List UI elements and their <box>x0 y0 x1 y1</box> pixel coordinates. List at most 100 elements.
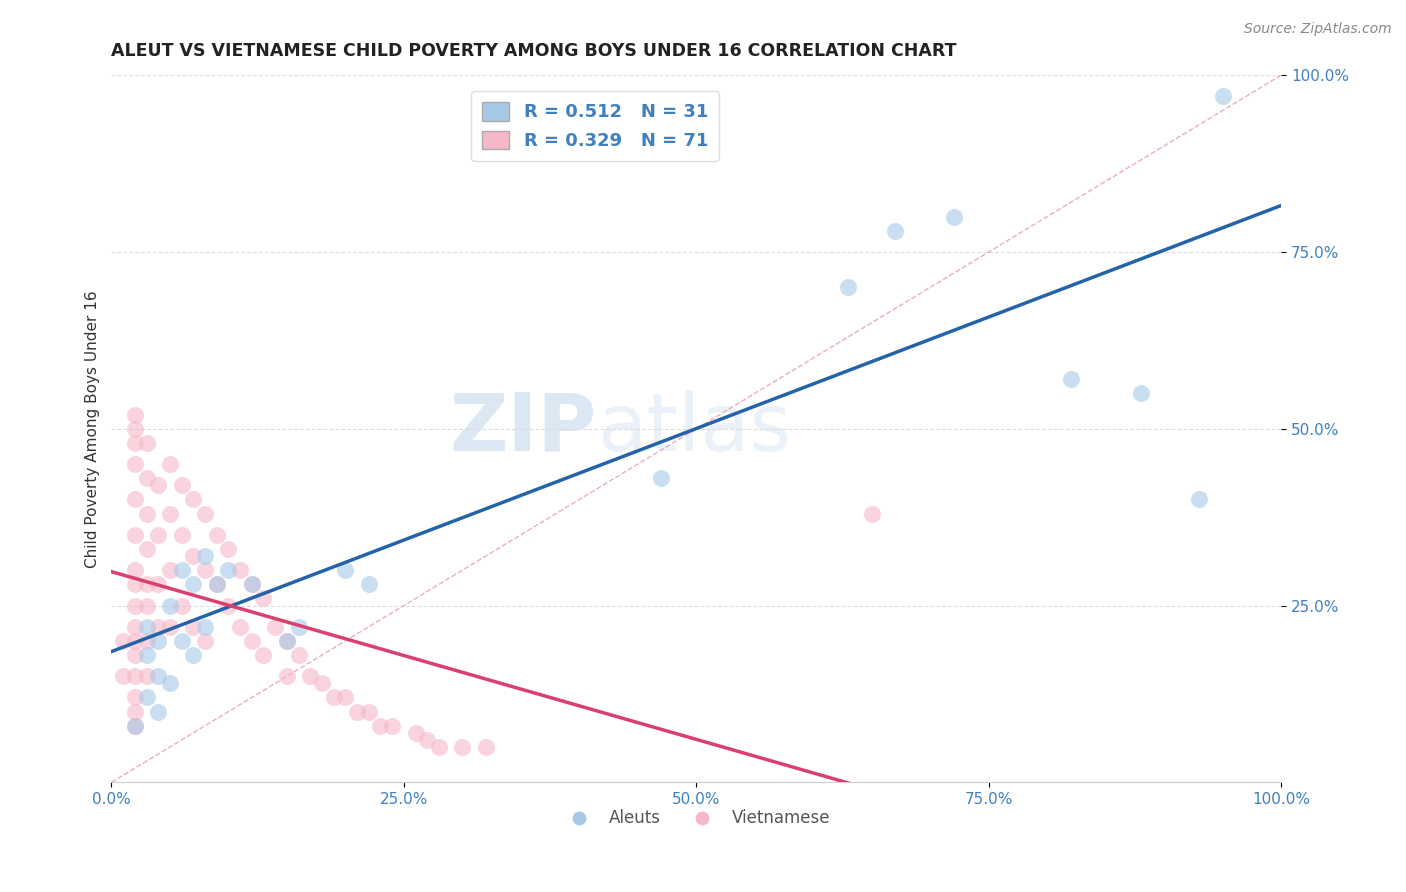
Y-axis label: Child Poverty Among Boys Under 16: Child Poverty Among Boys Under 16 <box>86 290 100 567</box>
Point <box>1129 386 1152 401</box>
Point <box>135 648 157 662</box>
Point <box>159 599 181 613</box>
Point <box>124 634 146 648</box>
Point <box>264 620 287 634</box>
Point <box>181 577 204 591</box>
Point <box>159 457 181 471</box>
Point <box>159 620 181 634</box>
Point <box>181 620 204 634</box>
Point <box>135 436 157 450</box>
Point <box>124 436 146 450</box>
Point <box>287 620 309 634</box>
Point <box>240 634 263 648</box>
Point <box>194 549 217 563</box>
Point <box>335 563 357 577</box>
Point <box>205 577 228 591</box>
Point <box>135 669 157 683</box>
Point <box>148 634 170 648</box>
Point <box>194 563 217 577</box>
Point <box>451 739 474 754</box>
Text: atlas: atlas <box>596 390 792 467</box>
Point <box>381 719 404 733</box>
Point <box>474 739 496 754</box>
Point <box>170 563 193 577</box>
Point <box>299 669 322 683</box>
Point <box>135 507 157 521</box>
Point <box>124 620 146 634</box>
Point <box>544 118 567 132</box>
Point <box>1212 89 1234 103</box>
Point <box>311 676 333 690</box>
Point <box>135 599 157 613</box>
Point <box>170 634 193 648</box>
Point <box>124 528 146 542</box>
Point <box>181 549 204 563</box>
Point <box>217 541 239 556</box>
Point <box>124 408 146 422</box>
Point <box>124 719 146 733</box>
Point <box>860 507 883 521</box>
Point <box>194 634 217 648</box>
Point <box>124 422 146 436</box>
Text: ZIP: ZIP <box>450 390 596 467</box>
Point <box>124 690 146 705</box>
Point <box>148 620 170 634</box>
Point <box>322 690 344 705</box>
Point <box>405 726 427 740</box>
Point <box>1188 492 1211 507</box>
Point <box>217 563 239 577</box>
Point <box>135 634 157 648</box>
Point <box>159 676 181 690</box>
Point <box>112 634 135 648</box>
Text: Source: ZipAtlas.com: Source: ZipAtlas.com <box>1244 22 1392 37</box>
Point <box>124 719 146 733</box>
Point <box>135 577 157 591</box>
Point <box>276 634 298 648</box>
Point <box>650 471 672 485</box>
Point <box>942 210 965 224</box>
Point <box>240 577 263 591</box>
Point <box>205 577 228 591</box>
Point <box>837 280 859 294</box>
Point <box>181 648 204 662</box>
Point <box>124 457 146 471</box>
Point <box>135 690 157 705</box>
Point <box>229 620 252 634</box>
Point <box>124 599 146 613</box>
Point <box>124 563 146 577</box>
Point <box>135 471 157 485</box>
Point <box>170 599 193 613</box>
Text: ALEUT VS VIETNAMESE CHILD POVERTY AMONG BOYS UNDER 16 CORRELATION CHART: ALEUT VS VIETNAMESE CHILD POVERTY AMONG … <box>111 42 957 60</box>
Point <box>148 705 170 719</box>
Point <box>335 690 357 705</box>
Point <box>170 528 193 542</box>
Point <box>124 669 146 683</box>
Point <box>416 733 439 747</box>
Point <box>427 739 450 754</box>
Point <box>357 577 380 591</box>
Point <box>124 648 146 662</box>
Point <box>148 669 170 683</box>
Point <box>148 577 170 591</box>
Point <box>252 648 274 662</box>
Point <box>194 507 217 521</box>
Point <box>135 620 157 634</box>
Point <box>124 577 146 591</box>
Point <box>252 591 274 606</box>
Point <box>276 634 298 648</box>
Point <box>357 705 380 719</box>
Point <box>205 528 228 542</box>
Point <box>240 577 263 591</box>
Point <box>135 541 157 556</box>
Point <box>148 478 170 492</box>
Point <box>148 528 170 542</box>
Point <box>276 669 298 683</box>
Point <box>229 563 252 577</box>
Point <box>170 478 193 492</box>
Point <box>370 719 392 733</box>
Point <box>124 492 146 507</box>
Point <box>346 705 368 719</box>
Point <box>287 648 309 662</box>
Point <box>159 507 181 521</box>
Point <box>181 492 204 507</box>
